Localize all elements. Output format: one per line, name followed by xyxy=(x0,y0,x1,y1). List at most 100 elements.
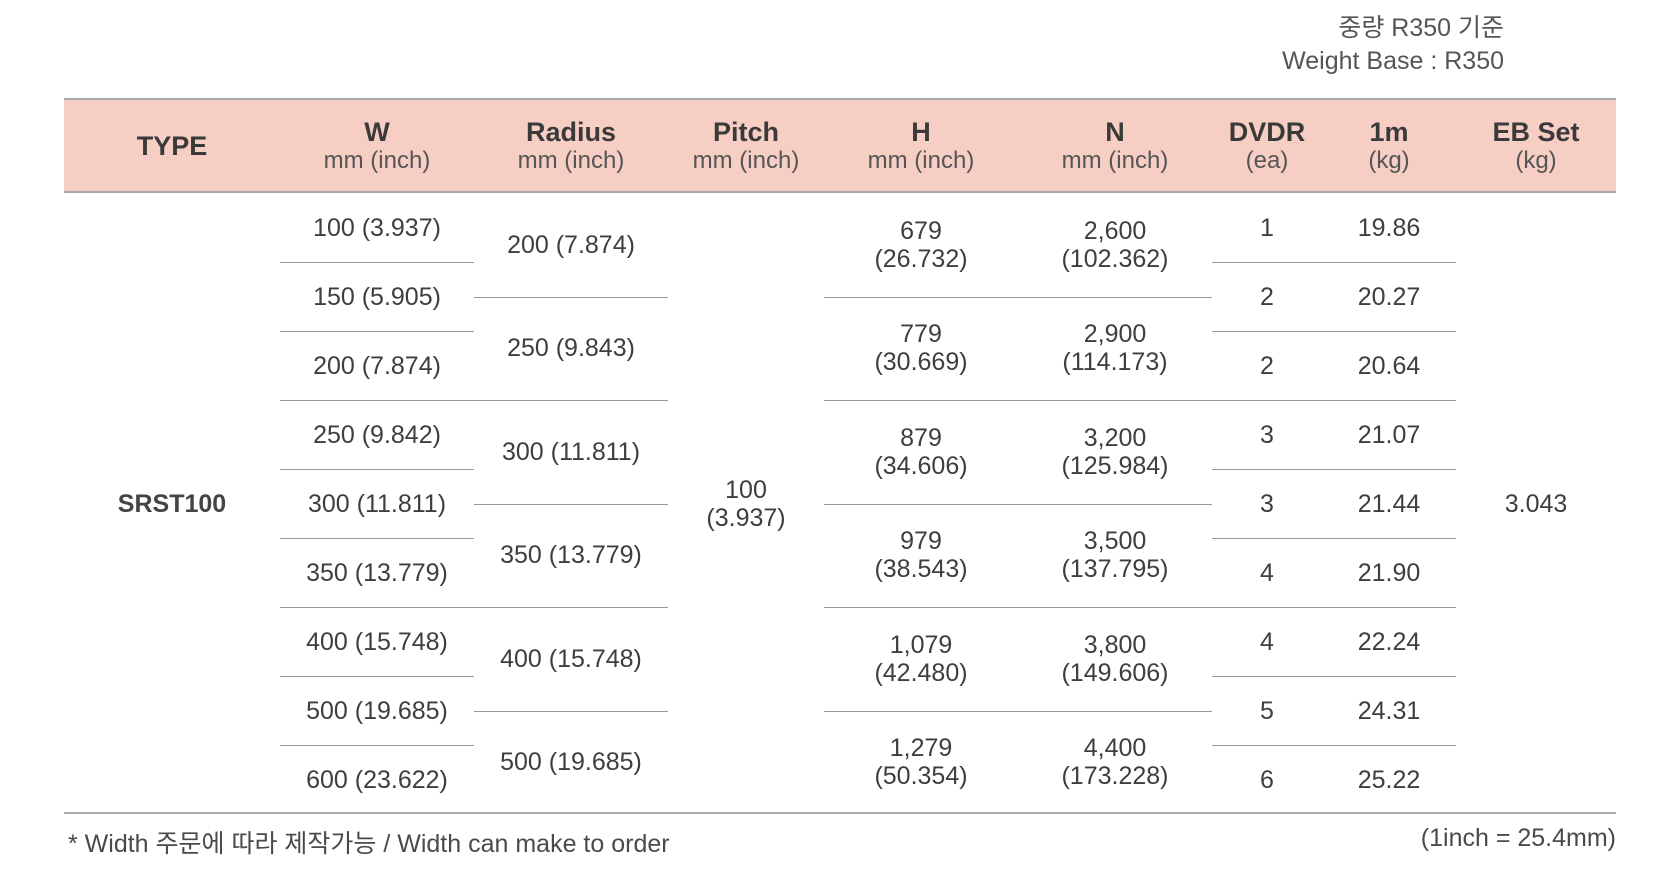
hn-divider xyxy=(824,710,1212,712)
w-row-divider xyxy=(280,538,474,539)
h-inch: (26.732) xyxy=(874,244,968,273)
dvdr-cell: 4 xyxy=(1260,558,1274,587)
w-row-divider xyxy=(280,469,474,470)
radius-divider xyxy=(474,296,668,298)
dvdr-cell: 2 xyxy=(1260,351,1274,380)
radius-divider xyxy=(474,400,668,401)
hn-divider xyxy=(824,296,1212,298)
w-cell: 250 (9.842) xyxy=(313,420,441,449)
h-cell: 1,279 (50.354) xyxy=(824,711,1018,815)
n-cell: 3,800 (149.606) xyxy=(1018,607,1212,711)
w-row-divider xyxy=(280,676,474,677)
dvdr-cell: 6 xyxy=(1260,765,1274,794)
header-w-title: W xyxy=(364,116,390,147)
hn-divider xyxy=(824,503,1212,505)
radius-divider xyxy=(474,503,668,505)
n-mm: 2,600 xyxy=(1083,216,1147,245)
w-cell: 150 (5.905) xyxy=(313,282,441,311)
radius-divider xyxy=(474,710,668,712)
table-bottom-border xyxy=(64,812,1616,814)
w-cell: 400 (15.748) xyxy=(306,627,448,656)
kg-row-divider xyxy=(1212,745,1456,746)
w-row-divider xyxy=(280,331,474,332)
n-mm: 3,800 xyxy=(1083,630,1147,659)
pitch-cell: 100 (3.937) xyxy=(668,193,824,814)
h-inch: (30.669) xyxy=(874,348,968,377)
footnote: * Width 주문에 따라 제작가능 / Width can make to … xyxy=(68,830,670,858)
n-cell: 4,400 (173.228) xyxy=(1018,711,1212,815)
header-m1-unit: (kg) xyxy=(1368,146,1410,174)
m1-cell: 20.64 xyxy=(1357,351,1421,380)
h-mm: 879 xyxy=(900,423,942,452)
m1-cell: 24.31 xyxy=(1357,696,1421,725)
radius-divider xyxy=(474,607,668,608)
h-mm: 1,279 xyxy=(889,734,953,763)
dvdr-cell: 3 xyxy=(1260,420,1274,449)
m1-cell: 21.44 xyxy=(1357,489,1421,518)
h-cell: 679 (26.732) xyxy=(824,193,1018,297)
header-eb-title: EB Set xyxy=(1492,116,1580,147)
header-rad-unit: mm (inch) xyxy=(517,146,625,174)
hn-divider xyxy=(824,400,1212,401)
m1-cell: 21.90 xyxy=(1357,558,1421,587)
n-inch: (137.795) xyxy=(1061,555,1169,584)
dvdr-cell: 3 xyxy=(1260,489,1274,518)
header-rad: Radius mm (inch) xyxy=(474,98,668,193)
header-rad-title: Radius xyxy=(525,116,617,147)
header-pitch-title: Pitch xyxy=(712,116,779,147)
pitch-inch: (3.937) xyxy=(706,503,786,532)
type-cell: SRST100 xyxy=(117,489,227,518)
w-cell: 350 (13.779) xyxy=(306,558,448,587)
header-eb: EB Set (kg) xyxy=(1456,98,1616,193)
h-inch: (34.606) xyxy=(874,451,968,480)
n-inch: (125.984) xyxy=(1061,451,1169,480)
kg-row-divider xyxy=(1212,469,1456,470)
w-cell: 600 (23.622) xyxy=(306,765,448,794)
header-eb-unit: (kg) xyxy=(1515,146,1557,174)
kg-row-divider xyxy=(1212,331,1456,332)
n-inch: (102.362) xyxy=(1061,244,1169,273)
header-dvdr-unit: (ea) xyxy=(1245,146,1289,174)
dvdr-cell: 1 xyxy=(1260,213,1274,242)
h-mm: 779 xyxy=(900,320,942,349)
h-mm: 679 xyxy=(900,216,942,245)
h-mm: 1,079 xyxy=(889,630,953,659)
h-cell: 979 (38.543) xyxy=(824,504,1018,608)
table-header xyxy=(64,98,1616,193)
n-cell: 2,600 (102.362) xyxy=(1018,193,1212,297)
kg-row-divider xyxy=(1212,262,1456,263)
radius-cell: 300 (11.811) xyxy=(501,437,641,466)
w-cell: 200 (7.874) xyxy=(313,351,441,380)
weight-base-note: 중량 R350 기준 Weight Base : R350 xyxy=(1282,12,1504,78)
kg-row-divider xyxy=(1212,607,1456,608)
header-h-unit: mm (inch) xyxy=(867,146,975,174)
w-cell: 100 (3.937) xyxy=(313,213,441,242)
h-cell: 1,079 (42.480) xyxy=(824,607,1018,711)
m1-cell: 20.27 xyxy=(1357,282,1421,311)
header-n-unit: mm (inch) xyxy=(1061,146,1169,174)
n-inch: (149.606) xyxy=(1061,658,1169,687)
w-row-divider xyxy=(280,607,474,608)
header-dvdr: DVDR (ea) xyxy=(1212,98,1322,193)
unit-conversion-note: (1inch = 25.4mm) xyxy=(1420,824,1616,852)
radius-cell: 500 (19.685) xyxy=(500,748,642,777)
weight-base-korean: 중량 R350 기준 xyxy=(1338,14,1504,42)
h-inch: (38.543) xyxy=(874,555,968,584)
w-row-divider xyxy=(280,262,474,263)
header-dvdr-title: DVDR xyxy=(1228,116,1306,147)
n-mm: 3,200 xyxy=(1083,423,1147,452)
header-m1-title: 1m xyxy=(1369,116,1409,147)
radius-cell: 400 (15.748) xyxy=(500,644,642,673)
h-mm: 979 xyxy=(900,527,942,556)
kg-row-divider xyxy=(1212,538,1456,539)
header-pitch: Pitch mm (inch) xyxy=(668,98,824,193)
header-w-unit: mm (inch) xyxy=(323,146,431,174)
m1-cell: 25.22 xyxy=(1357,765,1421,794)
m1-cell: 22.24 xyxy=(1357,627,1421,656)
header-pitch-unit: mm (inch) xyxy=(692,146,800,174)
m1-cell: 19.86 xyxy=(1357,213,1421,242)
n-mm: 4,400 xyxy=(1083,734,1147,763)
dvdr-cell: 2 xyxy=(1260,282,1274,311)
dvdr-cell: 5 xyxy=(1260,696,1274,725)
